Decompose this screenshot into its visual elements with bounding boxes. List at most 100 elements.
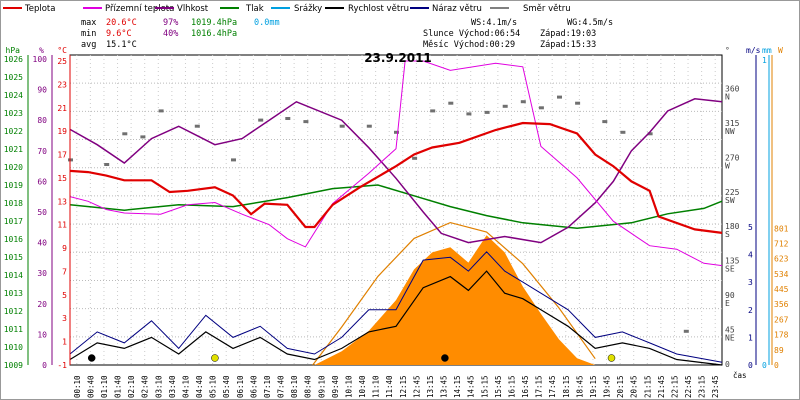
hpa-tick-label: 1018 xyxy=(4,199,23,208)
hpa-tick-label: 1024 xyxy=(4,91,23,100)
hpa-tick-label: 1023 xyxy=(4,109,23,118)
x-tick-label: 18:15 xyxy=(562,375,571,398)
wind-direction-point xyxy=(683,329,689,333)
temp-tick-label: 7 xyxy=(62,268,67,277)
x-tick-label: 20:15 xyxy=(616,375,625,398)
info-sun-rise: Slunce Východ:06:54 xyxy=(423,29,520,39)
series-humidity xyxy=(69,98,723,244)
x-tick-label: 09:10 xyxy=(317,375,326,398)
x-tick-label: 18:45 xyxy=(575,375,584,398)
dir-tick-label: 270 xyxy=(725,153,740,162)
x-tick-label: 02:40 xyxy=(141,375,150,398)
x-tick-label: 20:45 xyxy=(630,375,639,398)
dir-tick-letter: SE xyxy=(725,265,735,274)
hpa-tick-label: 1017 xyxy=(4,217,23,226)
info-ws: WS:4.1m/s xyxy=(471,18,517,28)
w-tick-label: 267 xyxy=(774,315,789,324)
pct-tick-label: 100 xyxy=(33,55,48,64)
x-tick-label: 16:15 xyxy=(507,375,516,398)
wind-direction-point xyxy=(520,100,526,104)
hpa-tick-label: 1021 xyxy=(4,145,23,154)
grid xyxy=(70,55,722,365)
info-moon-rise: Měsíc Východ:00:29 xyxy=(423,40,515,50)
x-tick-label: 19:15 xyxy=(589,375,598,398)
temp-axis-title: °C xyxy=(57,46,67,55)
x-tick-label: 23:45 xyxy=(711,375,720,398)
temp-tick-label: 19 xyxy=(57,127,67,136)
hpa-tick-label: 1020 xyxy=(4,163,23,172)
pct-tick-label: 10 xyxy=(37,330,47,339)
legend-label-teplota: Teplota xyxy=(24,4,55,14)
wind-direction-point xyxy=(303,120,309,124)
temp-tick-label: 13 xyxy=(57,197,67,206)
wind-direction-point xyxy=(602,120,608,124)
hpa-tick-label: 1011 xyxy=(4,325,23,334)
x-tick-label: 11:40 xyxy=(385,375,394,398)
dir-tick-letter: NE xyxy=(725,334,735,343)
dir-tick-letter: E xyxy=(725,299,730,308)
x-tick-label: 14:15 xyxy=(453,375,462,398)
x-tick-label: 17:45 xyxy=(548,375,557,398)
hpa-tick-label: 1010 xyxy=(4,343,23,352)
pct-axis-title: % xyxy=(39,46,44,55)
x-tick-label: 10:40 xyxy=(358,375,367,398)
temp-tick-label: 11 xyxy=(57,221,67,230)
x-tick-label: 19:45 xyxy=(603,375,612,398)
ms-tick-label: 2 xyxy=(748,306,753,315)
x-tick-label: 03:40 xyxy=(168,375,177,398)
x-tick-label: 14:45 xyxy=(467,375,476,398)
stats-max-temp: 20.6°C xyxy=(106,18,137,28)
series-pressure xyxy=(69,184,723,229)
x-tick-label: 22:45 xyxy=(684,375,693,398)
info-block: WS:4.1m/s WG:4.5m/s Slunce Východ:06:54 … xyxy=(423,18,613,50)
dir-tick-label: 315 xyxy=(725,119,740,128)
wind-direction-point xyxy=(448,101,454,105)
temp-tick-label: 3 xyxy=(62,314,67,323)
x-tick-label: 06:10 xyxy=(236,375,245,398)
info-wg: WG:4.5m/s xyxy=(567,18,613,28)
x-tick-label: 21:45 xyxy=(657,375,666,398)
pct-tick-label: 20 xyxy=(37,300,47,309)
temp-tick-label: 17 xyxy=(57,151,67,160)
moon_set-marker xyxy=(441,354,449,362)
x-tick-label: 03:10 xyxy=(154,375,163,398)
x-axis-label: čas xyxy=(733,371,747,380)
hpa-tick-label: 1014 xyxy=(4,271,23,280)
wind-direction-point xyxy=(194,124,200,128)
wind-direction-point xyxy=(647,132,653,136)
x-tick-label: 08:10 xyxy=(290,375,299,398)
info-moon-set: Západ:15:33 xyxy=(540,40,596,50)
axes-layer: 00:10 00:40 01:10 01:40 02:10 02:40 03:10 03:40… xyxy=(4,46,789,398)
x-tick-label: 22:15 xyxy=(670,375,679,398)
wind-direction-point xyxy=(122,132,128,136)
dir-axis-title: ° xyxy=(725,46,730,55)
x-tick-label: 05:10 xyxy=(209,375,218,398)
w-tick-label: 534 xyxy=(774,270,789,279)
wind-direction-point xyxy=(484,110,490,114)
ms-tick-label: 4 xyxy=(748,251,753,260)
wind-direction-point xyxy=(502,104,508,108)
pct-tick-label: 80 xyxy=(37,116,47,125)
ms-tick-label: 1 xyxy=(748,333,753,342)
wind-direction-point xyxy=(412,156,418,160)
temp-tick-label: 9 xyxy=(62,244,67,253)
legend-label-smer-vetru: Směr větru xyxy=(523,4,571,14)
stats-max-label: max xyxy=(81,18,96,28)
x-tick-label: 07:40 xyxy=(277,375,286,398)
wind-direction-point xyxy=(104,163,110,166)
x-tick-label: 09:40 xyxy=(331,375,340,398)
stats-min-press: 1016.4hPa xyxy=(191,29,237,39)
pct-tick-label: 50 xyxy=(37,208,47,217)
x-tick-label: 00:40 xyxy=(86,375,95,398)
x-tick-label: 12:15 xyxy=(399,375,408,398)
ms-axis-title: m/s xyxy=(746,46,761,55)
stats-avg-temp: 15.1°C xyxy=(106,40,137,50)
stats-min-temp: 9.6°C xyxy=(106,29,132,39)
w-tick-label: 623 xyxy=(774,255,789,264)
temp-tick-label: 21 xyxy=(57,104,67,113)
mm-tick-label: 0 xyxy=(762,361,767,370)
dir-tick-label: 360 xyxy=(725,84,740,93)
x-tick-label: 13:45 xyxy=(440,375,449,398)
info-sun-set: Západ:19:03 xyxy=(540,29,596,39)
